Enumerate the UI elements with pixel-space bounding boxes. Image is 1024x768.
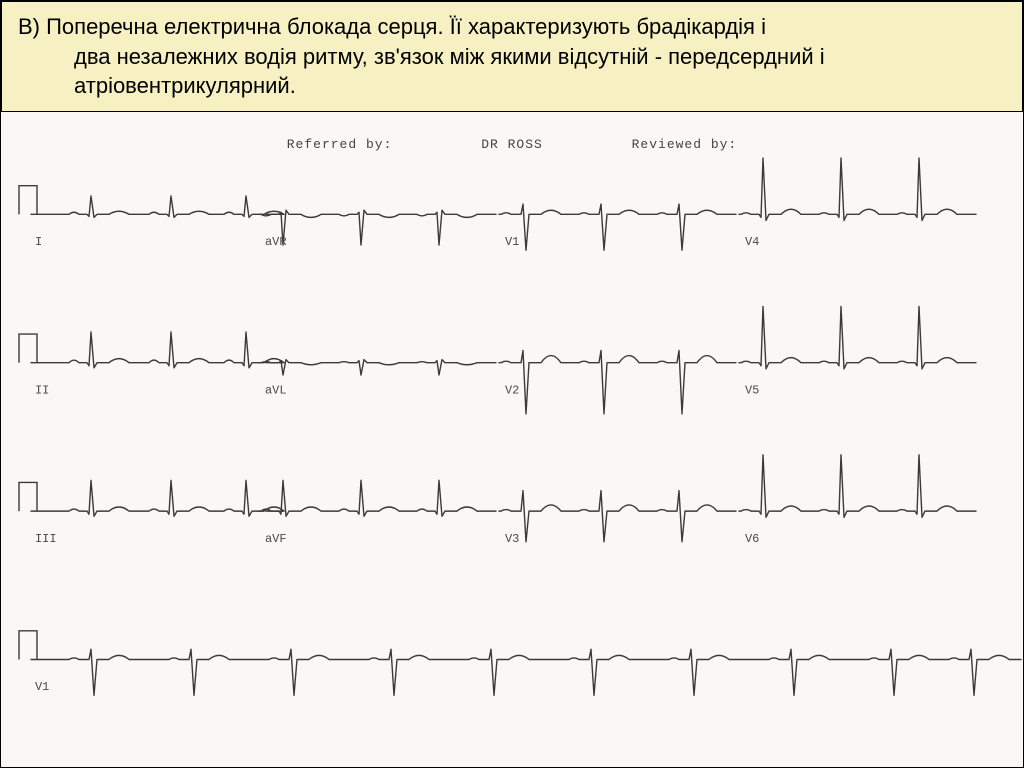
lead-label-V6: V6 [745,532,759,546]
referred-by-value: DR ROSS [481,137,543,152]
ecg-svg: IaVR V1 V4 II aVL V2 V5 III aVF V3 V6 V1 [1,112,1023,767]
lead-label-V2: V2 [505,383,519,397]
lead-label-aVL: aVL [265,383,287,397]
lead-label-V3: V3 [505,532,519,546]
lead-label-III: III [35,532,57,546]
lead-label-II: II [35,383,49,397]
caption-rest: два незалежних водія ритму, зв'язок між … [18,42,1006,101]
lead-label-aVF: aVF [265,532,287,546]
lead-label-aVR: aVR [265,235,287,249]
referred-by-label: Referred by: [287,137,393,152]
ecg-container: Referred by: DR ROSS Reviewed by: IaVR V1… [1,112,1023,767]
reviewed-by-label: Reviewed by: [632,137,738,152]
caption-first-line: В) Поперечна електрична блокада серця. Ї… [18,12,1006,42]
lead-label-I: I [35,235,42,249]
ecg-header: Referred by: DR ROSS Reviewed by: [1,137,1023,152]
page: В) Поперечна електрична блокада серця. Ї… [0,0,1024,768]
lead-label-V1: V1 [35,680,49,694]
caption-box: В) Поперечна електрична блокада серця. Ї… [1,1,1023,112]
lead-label-V5: V5 [745,383,759,397]
lead-label-V4: V4 [745,235,759,249]
lead-label-V1: V1 [505,235,519,249]
